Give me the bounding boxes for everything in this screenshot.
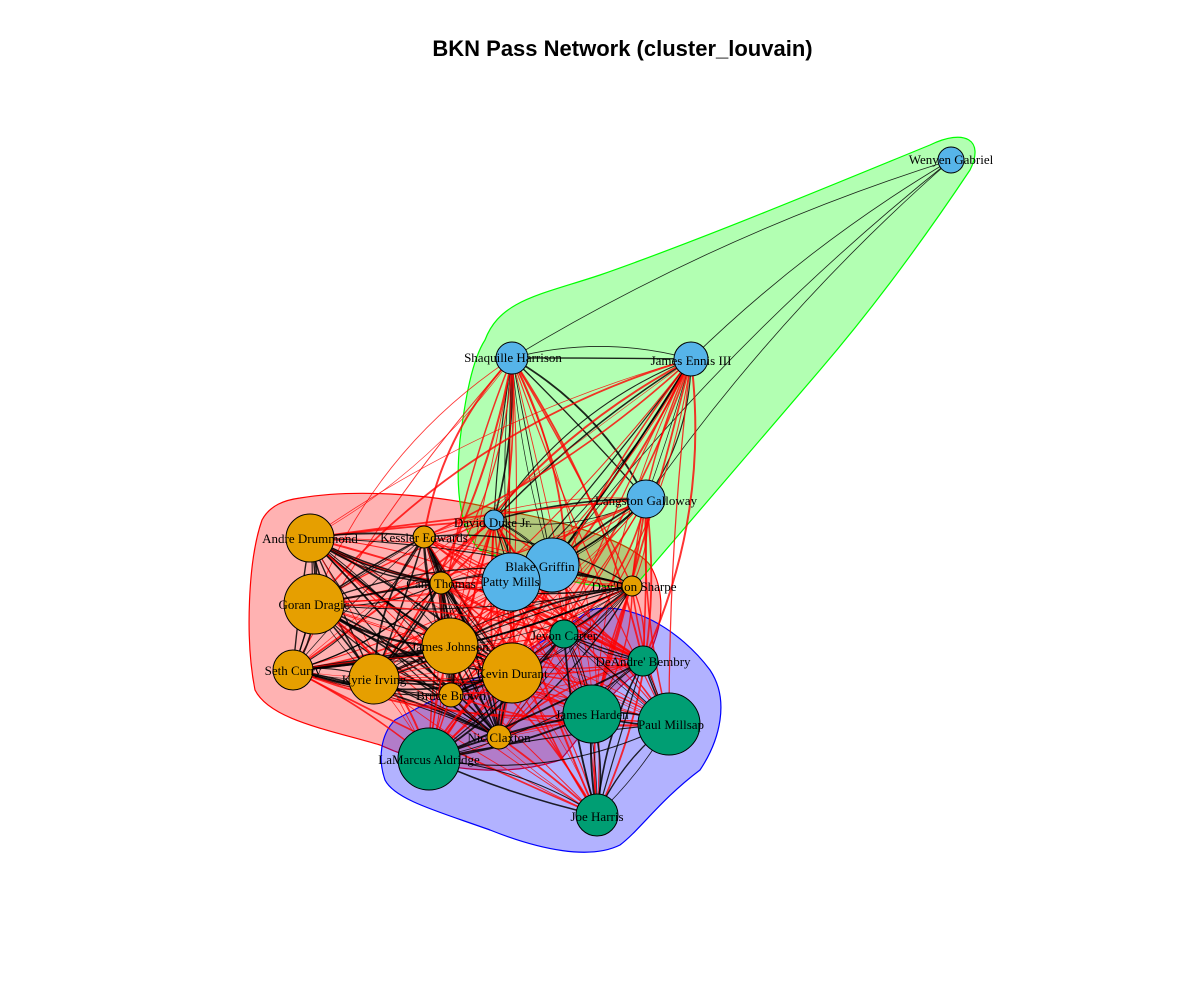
edge xyxy=(428,723,670,766)
edge xyxy=(423,536,452,696)
node-label-kyrie-irving: Kyrie Irving xyxy=(342,672,407,687)
node-label-lamarcus-aldridge: LaMarcus Aldridge xyxy=(378,752,480,767)
node-label-blake-griffin: Blake Griffin xyxy=(505,559,575,574)
edge xyxy=(642,358,697,662)
node-label-kessler-edwards: Kessler Edwards xyxy=(380,530,468,545)
node-james-johnson xyxy=(421,617,479,675)
edge xyxy=(373,585,633,680)
node-label-bruce-brown: Bruce Brown xyxy=(416,688,486,703)
edge xyxy=(511,357,647,500)
node-label-nic-claxton: Nic Claxton xyxy=(467,730,531,745)
edge xyxy=(450,694,598,816)
node-kevin-durant xyxy=(481,642,543,704)
edge xyxy=(423,536,670,725)
node-goran-dragic xyxy=(283,573,345,635)
edge xyxy=(511,357,593,715)
node-label-deandre-bembry: DeAndre' Bembry xyxy=(595,654,691,669)
edge xyxy=(292,498,647,671)
node-paul-millsap xyxy=(637,692,701,756)
node-kyrie-irving xyxy=(348,653,400,705)
node-label-shaquille-harrison: Shaquille Harrison xyxy=(464,350,562,365)
node-bruce-brown xyxy=(438,682,464,708)
edge xyxy=(309,358,692,539)
edge xyxy=(292,582,442,671)
edge xyxy=(292,536,425,671)
edge xyxy=(423,534,633,587)
edge xyxy=(313,358,692,605)
node-james-harden xyxy=(562,684,622,744)
node-label-day-ron-sharpe: Day'Ron Sharpe xyxy=(591,579,676,594)
nodes xyxy=(272,146,965,837)
node-label-kevin-durant: Kevin Durant xyxy=(476,666,548,681)
node-label-andre-drummond: Andre Drummond xyxy=(262,531,358,546)
edge xyxy=(313,357,513,605)
node-patty-mills xyxy=(481,552,541,612)
edge xyxy=(292,633,565,678)
edge xyxy=(428,357,513,760)
edge xyxy=(423,497,647,538)
edge xyxy=(309,357,513,539)
node-labels: Wenyen Gabriel Shaquille Harrison James En… xyxy=(262,152,993,824)
node-label-james-ennis-iii: James Ennis III xyxy=(651,353,732,368)
edge xyxy=(450,660,644,696)
edge xyxy=(313,599,644,662)
node-seth-curry xyxy=(272,649,314,691)
node-label-wenyen-gabriel: Wenyen Gabriel xyxy=(909,152,994,167)
node-david-duke-jr xyxy=(483,509,505,531)
edge xyxy=(511,357,647,500)
edge xyxy=(563,358,692,635)
node-label-james-johnson: James Johnson xyxy=(411,639,489,654)
edge xyxy=(511,345,692,360)
node-label-cam-thomas: Cam Thomas xyxy=(406,576,475,591)
edge xyxy=(449,358,692,647)
node-label-goran-dragic: Goran Dragic xyxy=(278,597,349,612)
node-label-jevon-carter: Jevon Carter xyxy=(531,628,598,643)
edge xyxy=(511,159,952,359)
edge xyxy=(450,585,633,696)
node-wenyen-gabriel xyxy=(937,146,965,174)
node-label-seth-curry: Seth Curry xyxy=(265,663,322,678)
node-andre-drummond xyxy=(285,513,335,563)
edge xyxy=(511,357,692,360)
node-label-joe-harris: Joe Harris xyxy=(570,809,623,824)
edge xyxy=(668,358,692,725)
node-shaquille-harrison xyxy=(495,341,529,375)
edge xyxy=(313,567,633,605)
edge xyxy=(440,357,513,584)
edge xyxy=(490,519,500,738)
node-deandre-bembry xyxy=(627,645,659,677)
edge xyxy=(373,585,633,680)
edge xyxy=(309,537,670,725)
edge xyxy=(493,358,692,521)
edge xyxy=(690,159,952,360)
node-kessler-edwards xyxy=(412,525,436,549)
edge xyxy=(440,582,670,725)
edge xyxy=(631,358,692,587)
node-joe-harris xyxy=(575,793,619,837)
node-label-james-harden: James Harden xyxy=(555,707,629,722)
node-lamarcus-aldridge xyxy=(397,727,461,791)
node-label-langston-galloway: Langston Galloway xyxy=(595,493,698,508)
edge xyxy=(313,603,565,635)
node-jevon-carter xyxy=(549,619,579,649)
edge xyxy=(645,159,952,500)
node-nic-claxton xyxy=(486,724,512,750)
node-james-ennis-iii xyxy=(673,341,709,377)
node-langston-galloway xyxy=(626,479,666,519)
edge xyxy=(423,536,593,715)
node-day-ron-sharpe xyxy=(621,575,643,597)
node-label-david-duke-jr: David Duke Jr. xyxy=(454,515,532,530)
edge xyxy=(511,357,670,725)
node-label-paul-millsap: Paul Millsap xyxy=(638,717,704,732)
edge xyxy=(292,519,495,671)
edge xyxy=(373,678,598,816)
node-label-patty-mills: Patty Mills xyxy=(482,574,539,589)
edge xyxy=(498,660,644,738)
chart-title: BKN Pass Network (cluster_louvain) xyxy=(432,36,813,61)
edge xyxy=(498,585,633,738)
edge xyxy=(551,358,692,566)
node-cam-thomas xyxy=(429,571,453,595)
